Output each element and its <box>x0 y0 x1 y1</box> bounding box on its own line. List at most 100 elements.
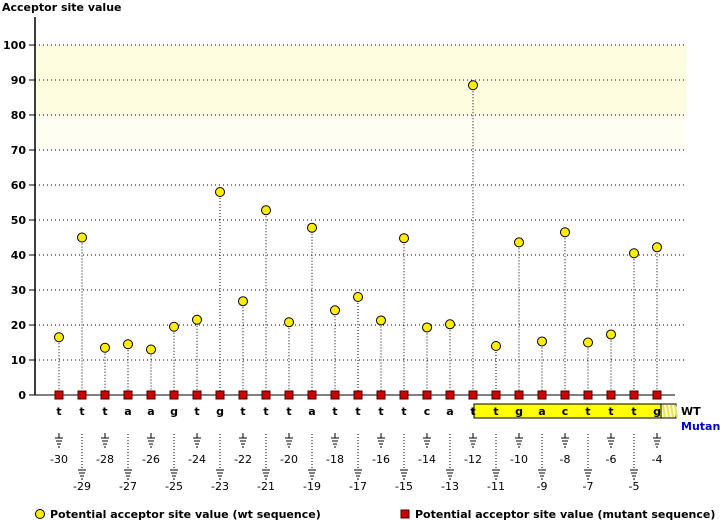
highlight-band <box>35 115 686 150</box>
position-label: -6 <box>606 453 617 466</box>
position-label: -20 <box>280 453 298 466</box>
wt-point <box>514 237 524 248</box>
legend-wt-label: Potential acceptor site value (wt sequen… <box>50 508 321 520</box>
wt-point <box>353 292 363 302</box>
wt-point <box>468 80 478 91</box>
wt-point <box>652 242 662 253</box>
position-label: -24 <box>188 453 206 466</box>
wt-point <box>330 305 340 316</box>
position-label: -7 <box>583 480 594 493</box>
y-tick-label: 10 <box>11 354 27 367</box>
position-label: -8 <box>560 453 571 466</box>
wt-point <box>261 205 271 216</box>
nucleotide-label: a <box>538 405 545 418</box>
mutant-point <box>583 390 593 400</box>
nucleotide-label: c <box>562 405 569 418</box>
position-label: -12 <box>464 453 482 466</box>
nucleotide-label: t <box>631 405 636 418</box>
position-label: -11 <box>487 480 505 493</box>
nucleotide-label: t <box>102 405 107 418</box>
legend-mutant-icon <box>400 509 410 519</box>
position-label: -18 <box>326 453 344 466</box>
y-tick-label: 60 <box>11 179 27 192</box>
position-label: -5 <box>629 480 640 493</box>
mutant-point <box>399 390 409 400</box>
mutant-point <box>422 390 432 400</box>
position-label: -29 <box>73 480 91 493</box>
wt-point <box>146 344 156 355</box>
wt-point <box>491 341 501 351</box>
mutant-point <box>376 390 386 400</box>
position-label: -17 <box>349 480 367 493</box>
wt-point <box>123 339 133 350</box>
position-label: -26 <box>142 453 160 466</box>
mutant-point <box>77 390 87 400</box>
y-tick-label: 30 <box>11 284 27 297</box>
y-tick-label: 40 <box>11 249 27 262</box>
wt-point <box>192 314 202 325</box>
position-label: -14 <box>418 453 436 466</box>
wt-point <box>422 322 432 333</box>
position-label: -4 <box>652 453 663 466</box>
mutant-point <box>629 390 639 400</box>
y-tick-label: 50 <box>11 214 27 227</box>
nucleotide-label: a <box>147 405 154 418</box>
nucleotide-label: t <box>263 405 268 418</box>
nucleotide-label: t <box>493 405 498 418</box>
mutant-point <box>261 390 271 400</box>
mutant-point <box>652 390 662 400</box>
position-label: -30 <box>50 453 68 466</box>
nucleotide-label: t <box>470 405 475 418</box>
nucleotide-label: t <box>332 405 337 418</box>
y-tick-label: 20 <box>11 319 27 332</box>
mutant-point <box>353 390 363 400</box>
nucleotide-label: t <box>608 405 613 418</box>
nucleotide-label: t <box>286 405 291 418</box>
mutant-point <box>146 390 156 400</box>
wt-point <box>560 227 570 238</box>
nucleotide-label: t <box>355 405 360 418</box>
legend-wt-icon <box>35 509 45 519</box>
hatch-line <box>674 404 678 418</box>
mutant-point <box>307 390 317 400</box>
y-tick-label: 80 <box>11 109 27 122</box>
y-tick-label: 90 <box>11 74 27 87</box>
nucleotide-label: c <box>424 405 431 418</box>
mutant-point <box>514 390 524 400</box>
mutant-point <box>169 390 179 400</box>
nucleotide-label: g <box>653 405 661 418</box>
position-label: -16 <box>372 453 390 466</box>
mutant-point <box>330 390 340 400</box>
position-label: -9 <box>537 480 548 493</box>
mutant-point <box>123 390 133 400</box>
mutant-point <box>100 390 110 400</box>
y-tick-label: 100 <box>3 39 26 52</box>
position-label: -21 <box>257 480 275 493</box>
wt-row-label: WT <box>681 405 701 418</box>
mutant-point <box>445 390 455 400</box>
mutant-point <box>54 390 64 400</box>
nucleotide-label: t <box>56 405 61 418</box>
position-label: -19 <box>303 480 321 493</box>
mutant-point <box>215 390 225 400</box>
wt-point <box>77 232 87 243</box>
wt-point <box>100 342 110 353</box>
wt-point <box>399 233 409 244</box>
nucleotide-label: a <box>446 405 453 418</box>
hatch-line <box>662 404 666 418</box>
wt-point <box>629 248 639 259</box>
position-label: -28 <box>96 453 114 466</box>
nucleotide-label: a <box>308 405 315 418</box>
nucleotide-label: t <box>194 405 199 418</box>
mutant-point <box>491 390 501 400</box>
mutant-point <box>238 390 248 400</box>
nucleotide-label: t <box>401 405 406 418</box>
wt-point <box>583 337 593 348</box>
nucleotide-label: g <box>170 405 178 418</box>
mutant-point <box>192 390 202 400</box>
wt-point <box>169 321 179 332</box>
mutant-point <box>560 390 570 400</box>
wt-point <box>307 222 317 233</box>
wt-point <box>537 336 547 347</box>
